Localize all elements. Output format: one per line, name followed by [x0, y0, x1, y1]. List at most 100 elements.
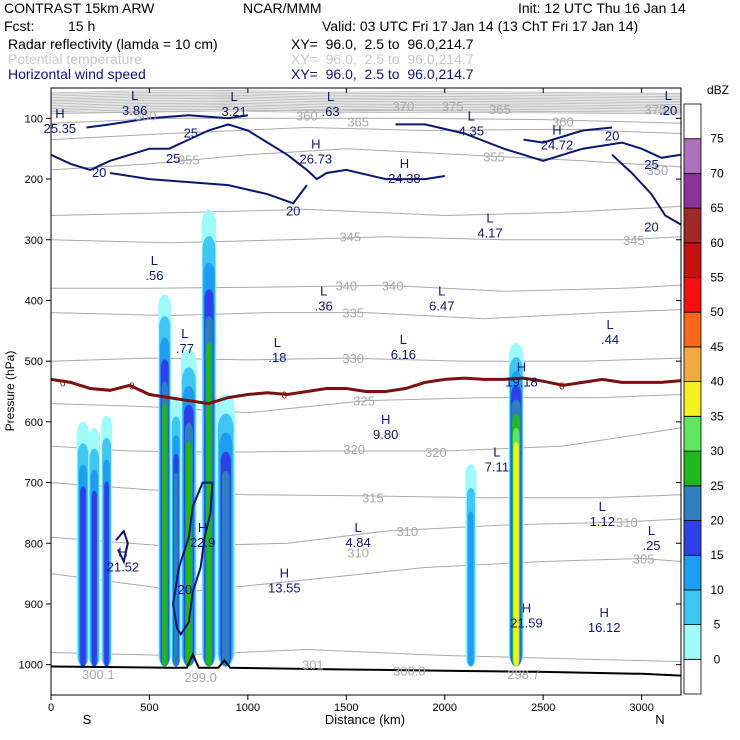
theta-contour-line: [51, 107, 681, 112]
extremum-value: 1.12: [590, 514, 615, 529]
extremum-value: 4.84: [345, 535, 370, 550]
theta-label: 360: [135, 108, 157, 123]
wind-contour-label: 25: [644, 157, 658, 172]
colorbar-label: 35: [710, 409, 724, 423]
freezing-level-label: 0: [282, 391, 288, 402]
field-theta-xy: XY= 96.0, 2.5 to 96.0,214.7: [291, 51, 474, 67]
extremum-letter: L: [354, 520, 361, 535]
extremum-value: 25.35: [44, 121, 77, 136]
init-time: Init: 12 UTC Thu 16 Jan 14: [518, 0, 686, 16]
forecast-hour: 15 h: [68, 18, 96, 34]
extremum-value: .77: [176, 341, 194, 356]
field-reflectivity-name: Radar reflectivity (lamda = 10 cm): [8, 36, 218, 52]
colorbar-label: 10: [710, 583, 724, 597]
field-wind-xy: XY= 96.0, 2.5 to 96.0,214.7: [291, 66, 474, 82]
theta-label: 340: [335, 278, 357, 293]
theta-label: 355: [483, 150, 505, 165]
theta-label: 300.1: [82, 667, 115, 682]
theta-label: 365: [347, 114, 369, 129]
colorbar-swatch: [683, 658, 702, 695]
colorbar: 0 5 10 15 20 25 30 35 40 45 50 55 60 65 70 75: [683, 103, 724, 695]
extremum-letter: L: [486, 211, 493, 226]
theta-label: 325: [353, 394, 375, 409]
extremum-value: .18: [268, 350, 286, 365]
theta-label: 345: [339, 230, 361, 245]
extremum-value: 21.59: [510, 615, 543, 630]
chart-header: CONTRAST 15km ARW NCAR/MMM Init: 12 UTC …: [0, 0, 740, 88]
extremum-letter: L: [606, 317, 613, 332]
extremum-letter: L: [274, 335, 281, 350]
colorbar-swatch: [683, 172, 702, 209]
extremum-letter: L: [131, 88, 138, 103]
theta-label: 310: [616, 515, 638, 530]
terrain-profile: [51, 651, 681, 677]
colorbar-unit: dBZ: [707, 83, 729, 97]
reflectivity-band: [80, 486, 86, 667]
theta-label: 301: [302, 658, 324, 673]
theta-contour-line: [51, 148, 681, 171]
extremum-letter: L: [493, 444, 500, 459]
y-tick-label: 300: [25, 235, 43, 247]
theta-label: 330: [342, 351, 364, 366]
theta-label: 299.0: [184, 670, 217, 685]
y-tick-label: 700: [25, 478, 43, 490]
theta-contour-line: [51, 205, 681, 217]
colorbar-label: 70: [710, 166, 724, 180]
colorbar-label: 0: [714, 652, 721, 666]
extremum-value: 9.80: [373, 427, 398, 442]
colorbar-label: 20: [710, 514, 724, 528]
extremum-value: .63: [322, 104, 340, 119]
colorbar-swatch: [683, 103, 702, 140]
extremum-value: 16.12: [588, 620, 621, 635]
wind-contour-label: 20: [286, 204, 300, 219]
org-label: NCAR/MMM: [243, 0, 322, 16]
wind-contour-label: 25: [184, 125, 198, 140]
extremum-letter: H: [280, 566, 289, 581]
theta-contour-line: [51, 236, 681, 244]
colorbar-swatch: [683, 207, 702, 244]
theta-contour-line: [51, 108, 681, 113]
colorbar-label: 65: [710, 201, 724, 215]
theta-label: 355: [178, 153, 200, 168]
theta-contour-line: [51, 648, 681, 663]
theta-contour-line: [51, 97, 681, 102]
extremum-value: 3.21: [221, 104, 246, 119]
valid-time: Valid: 03 UTC Fri 17 Jan 14 (13 ChT Fri …: [322, 18, 639, 34]
extremum-value: 21.52: [107, 560, 140, 575]
colorbar-swatch: [683, 415, 702, 452]
theta-label: 300.0: [393, 664, 426, 679]
x-tick-label: 2500: [531, 702, 555, 714]
extremum-value: .44: [601, 332, 619, 347]
colorbar-swatch: [683, 381, 702, 417]
extremum-value: .20: [659, 103, 677, 118]
y-tick-label: 200: [25, 174, 43, 186]
colorbar-label: 50: [710, 305, 724, 319]
freezing-level-line: [51, 376, 681, 406]
colorbar-swatch: [683, 311, 702, 348]
colorbar-label: 60: [710, 236, 724, 250]
theta-labels: 0 0 0 0 360 360 370 375 365 360 375 365 355 355 350 345…: [60, 99, 668, 685]
freezing-level-label: 0: [60, 378, 66, 389]
extremum-value: 6.16: [391, 347, 416, 362]
extremum-value: 19.18: [505, 374, 538, 389]
extremum-letter: L: [400, 332, 407, 347]
theta-label: 320: [343, 442, 365, 457]
colorbar-swatch: [683, 450, 702, 487]
forecast-label: Fcst:: [4, 18, 35, 34]
axes: 0 500 1000 1500 2000 2500 30001002003004005006…: [19, 88, 681, 714]
y-tick-label: 500: [25, 356, 43, 368]
wind-contour-label: 20: [605, 128, 619, 143]
theta-label: 375: [645, 102, 667, 117]
reflectivity-band: [174, 472, 178, 667]
colorbar-swatch: [683, 589, 702, 626]
extremum-letter: H: [118, 545, 127, 560]
freezing-level-label: 0: [559, 381, 565, 392]
theta-contour-line: [51, 482, 681, 499]
theta-contour-line: [51, 93, 681, 98]
theta-label: 310: [396, 524, 418, 539]
theta-contour-line: [51, 104, 681, 109]
x-tick-label: 3000: [629, 702, 653, 714]
colorbar-swatch: [683, 277, 702, 313]
x-tick-label: 1000: [236, 702, 260, 714]
